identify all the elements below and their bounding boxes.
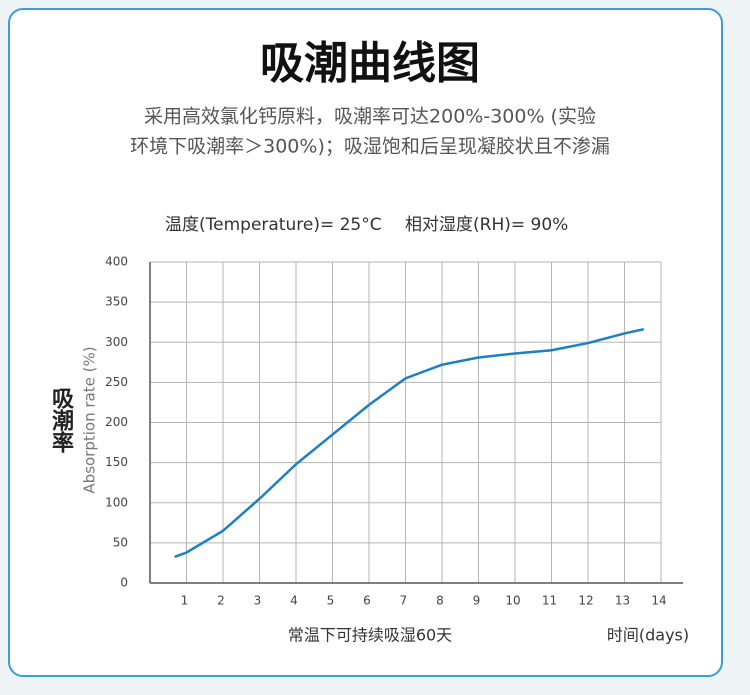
x-tick-label: 6 (363, 594, 371, 608)
x-axis-label: 时间(days) (607, 626, 689, 645)
y-axis-label: Absorption rate (%) (81, 346, 99, 493)
y-axis-label-cn: 吸潮率 (48, 387, 74, 453)
x-tick-label: 11 (542, 594, 557, 608)
subtitle: 环境下吸潮率＞300%)；吸湿饱和后呈现凝胶状且不渗漏 (130, 136, 610, 158)
condition: 相对湿度(RH)= 90% (405, 215, 568, 235)
x-tick-label: 5 (327, 594, 335, 608)
x-tick-label: 3 (254, 594, 262, 608)
y-tick-label: 200 (105, 415, 128, 429)
x-tick-label: 4 (290, 594, 298, 608)
data-line (174, 328, 644, 558)
x-tick-label: 10 (505, 594, 520, 608)
x-tick-label: 7 (400, 594, 408, 608)
y-tick-label: 350 (105, 295, 128, 309)
y-tick-label: 300 (105, 335, 128, 349)
y-tick-label: 400 (105, 255, 128, 269)
title: 吸潮曲线图 (260, 38, 480, 89)
y-tick-label: 250 (105, 375, 128, 389)
y-tick-label: 100 (105, 495, 128, 509)
x-tick-label: 1 (181, 594, 189, 608)
x-tick-label: 13 (615, 594, 630, 608)
y-tick-label: 50 (113, 535, 128, 549)
x-tick-label: 9 (473, 594, 481, 608)
x-tick-label: 8 (436, 594, 444, 608)
condition: 温度(Temperature)= 25°C (165, 215, 382, 235)
x-note: 常温下可持续吸湿60天 (288, 626, 452, 645)
y-tick-label: 0 (120, 576, 128, 590)
y-tick-label: 150 (105, 455, 128, 469)
x-tick-label: 2 (217, 594, 225, 608)
subtitle: 采用高效氯化钙原料，吸潮率可达200%-300% (实验 (144, 106, 596, 128)
x-tick-label: 12 (578, 594, 593, 608)
x-tick-label: 14 (651, 594, 666, 608)
